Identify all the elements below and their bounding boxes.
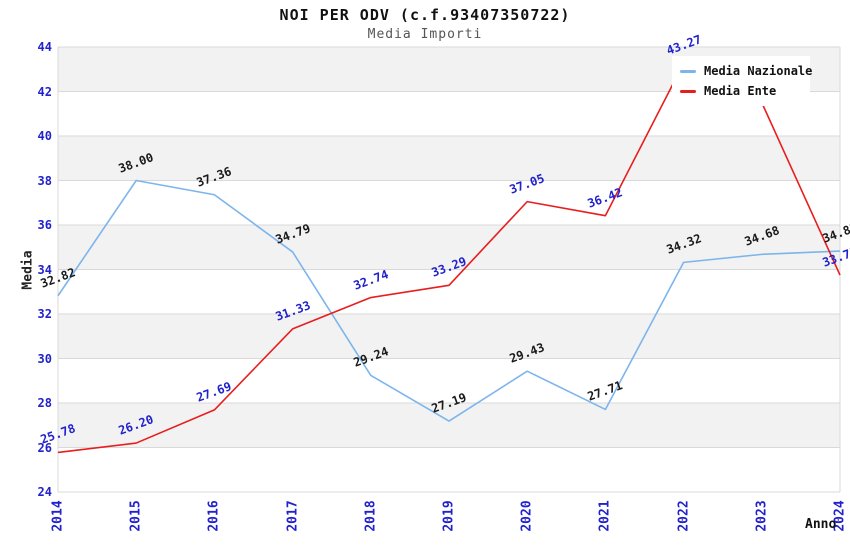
plot-band [58,225,840,270]
x-tick-label: 2019 [441,500,457,532]
x-tick-label: 2022 [676,500,692,532]
y-tick-label: 28 [37,396,52,410]
y-axis-title: Media [20,250,36,290]
legend-label: Media Nazionale [704,64,813,78]
chart-title: NOI PER ODV (c.f.93407350722) [279,6,571,24]
y-tick-label: 34 [37,262,52,277]
y-tick-label: 44 [37,40,52,54]
x-tick-label: 2018 [363,500,379,532]
y-tick-label: 26 [37,440,52,455]
x-axis-title: Anno [805,517,837,532]
x-tick-label: 2014 [50,500,66,532]
y-tick-label: 24 [37,485,52,499]
x-tick-label: 2017 [285,500,301,532]
y-tick-label: 40 [37,129,52,143]
x-tick-label: 2023 [754,500,770,532]
plot-band [58,403,840,448]
x-tick-label: 2021 [597,500,613,532]
legend: Media Nazionale Media Ente [672,56,812,106]
legend-item-media-ente[interactable]: Media Ente [680,81,802,101]
x-tick-label: 2015 [128,500,144,532]
legend-label: Media Ente [704,84,777,98]
plot-band [58,136,840,181]
series-line-0 [57,179,841,422]
y-tick-label: 36 [37,218,52,232]
series-line-icon [680,89,696,93]
series-line-icon [680,69,696,73]
y-tick-label: 38 [37,173,52,188]
chart-subtitle: Media Importi [367,27,483,42]
x-tick-label: 2020 [519,500,535,532]
y-tick-label: 30 [37,351,52,366]
plot-band [58,314,840,359]
y-tick-label: 42 [37,84,52,99]
x-tick-label: 2016 [206,500,222,532]
y-tick-label: 32 [37,307,52,321]
legend-item-media-nazionale[interactable]: Media Nazionale [680,61,812,81]
